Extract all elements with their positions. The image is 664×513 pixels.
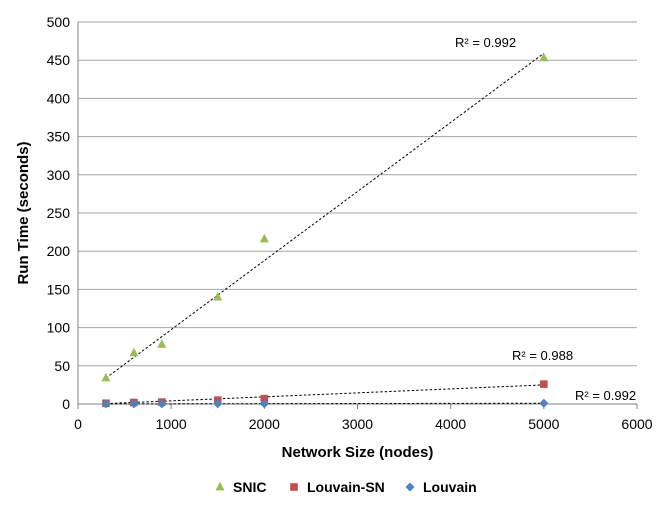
louvain-sn-point	[260, 394, 269, 403]
louvain-point	[157, 399, 167, 409]
x-tick-label: 1000	[156, 416, 187, 432]
legend-louvain-label: Louvain	[423, 479, 477, 495]
snic-point	[101, 372, 111, 382]
y-tick-label: 250	[47, 205, 71, 221]
snic-trendline	[105, 52, 545, 379]
snic-point	[539, 52, 549, 62]
legend-snic-label: SNIC	[233, 479, 266, 495]
trendlines	[105, 52, 545, 405]
r-squared-annotations: R² = 0.992 R² = 0.988 R² = 0.992	[455, 35, 636, 403]
louvain-point	[101, 399, 111, 409]
louvain-point	[213, 399, 223, 409]
x-axis-title: Network Size (nodes)	[282, 444, 434, 461]
x-tick-label: 5000	[528, 416, 559, 432]
gridlines	[78, 21, 637, 367]
y-tick-label: 500	[47, 14, 71, 30]
snic-point	[129, 347, 139, 357]
y-tick-label: 50	[54, 358, 70, 374]
y-tick-label: 100	[47, 320, 71, 336]
y-tick-label: 0	[62, 396, 70, 412]
louvain-sn-r2-label: R² = 0.988	[512, 348, 573, 363]
louvain-r2-label: R² = 0.992	[575, 388, 636, 403]
louvain-point	[129, 399, 139, 409]
snic-point	[259, 233, 269, 243]
legend-louvain-marker	[405, 482, 415, 492]
legend: SNIC Louvain-SN Louvain	[215, 479, 477, 495]
y-tick-label: 400	[47, 90, 71, 106]
legend-snic-marker	[215, 481, 225, 491]
y-tick-label: 150	[47, 281, 71, 297]
snic-point	[213, 291, 223, 301]
x-tick-label: 2000	[249, 416, 280, 432]
y-tick-label: 450	[47, 52, 71, 68]
x-tick-label: 0	[74, 416, 82, 432]
louvain-sn-point	[540, 380, 548, 388]
y-tick-label: 350	[47, 129, 71, 145]
x-tick-label: 6000	[621, 416, 652, 432]
data-points	[101, 52, 549, 409]
y-tick-label: 300	[47, 167, 71, 183]
snic-point	[157, 339, 167, 348]
x-tick-label: 3000	[342, 416, 373, 432]
legend-louvain-sn-marker	[290, 483, 298, 491]
y-axis-title: Run Time (seconds)	[15, 141, 32, 284]
y-tick-label: 200	[47, 243, 71, 259]
x-tick-label: 4000	[435, 416, 466, 432]
snic-r2-label: R² = 0.992	[455, 35, 516, 50]
louvain-trendline	[105, 402, 544, 405]
louvain-point	[539, 398, 549, 408]
louvain-point	[259, 399, 269, 409]
louvain-sn-trendline	[105, 384, 544, 405]
legend-louvain-sn-label: Louvain-SN	[307, 479, 385, 495]
